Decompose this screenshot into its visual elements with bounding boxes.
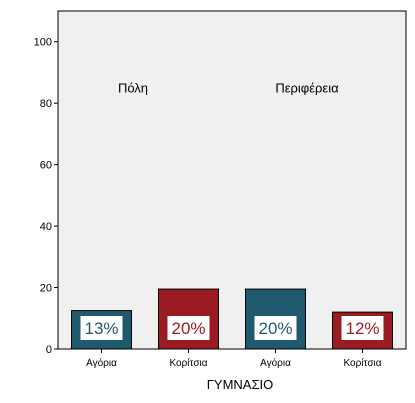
data-label: 20% — [171, 319, 205, 338]
group-label: Περιφέρεια — [275, 80, 339, 95]
data-label: 20% — [258, 319, 292, 338]
x-tick-label: Αγόρια — [86, 357, 117, 369]
y-tick-label: 0 — [46, 344, 52, 356]
plot-area — [57, 10, 407, 350]
y-tick-label: 60 — [40, 160, 52, 172]
y-axis: 0 20 40 60 80 100 — [34, 37, 58, 356]
data-label-box — [80, 316, 123, 340]
data-label: 13% — [84, 319, 118, 338]
x-tick-label: Κορίτσια — [343, 357, 381, 369]
data-label: 12% — [345, 319, 379, 338]
data-label-box — [167, 316, 210, 340]
group-labels: Πόλη Περιφέρεια — [118, 80, 339, 95]
group-label: Πόλη — [118, 80, 148, 95]
y-tick-label: 100 — [34, 37, 52, 49]
y-tick-label: 20 — [40, 283, 52, 295]
x-axis: Αγόρια Κορίτσια Αγόρια Κορίτσια — [86, 349, 382, 369]
x-axis-title: ΓΥΜΝΑΣΙΟ — [207, 377, 273, 392]
data-label-box — [254, 316, 297, 340]
y-tick-label: 80 — [40, 98, 52, 110]
x-tick-label: Κορίτσια — [169, 357, 207, 369]
data-label-box — [341, 316, 384, 340]
x-tick-label: Αγόρια — [260, 357, 291, 369]
y-tick-label: 40 — [40, 221, 52, 233]
bars: 13% 20% 20% 12% — [71, 288, 393, 350]
